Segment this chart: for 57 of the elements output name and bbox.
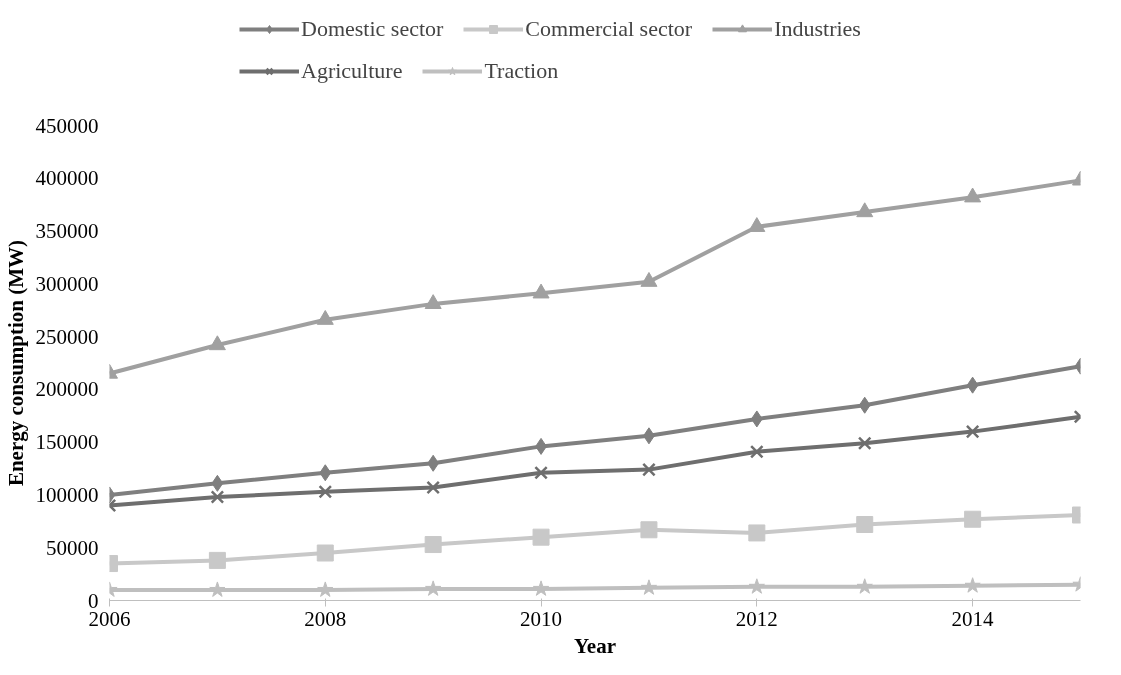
point [209,581,226,597]
point [749,444,764,459]
point [858,396,871,414]
point [964,577,981,593]
x-tick-label: 2008 [304,606,347,631]
y-tick-label: 0 [88,588,99,613]
point [208,551,226,569]
point [424,536,442,554]
point [640,521,658,539]
point [856,202,874,218]
y-tick-label: 400000 [35,166,99,191]
y-tick-label: 300000 [35,271,99,296]
y-axis-title: Energy consumption (MW) [3,239,28,487]
point [534,465,548,480]
y-tick-label: 350000 [35,219,99,244]
y-tick-label: 100000 [35,482,99,507]
point [964,187,982,203]
point [640,579,658,595]
point [317,581,334,597]
point [425,580,442,596]
x-tick-label: 2012 [735,606,778,631]
y-tick-label: 450000 [35,113,99,138]
x-tick-label: 2010 [520,606,563,631]
point [532,528,550,546]
point [748,217,766,232]
point [640,271,658,287]
y-tick-label: 50000 [46,535,99,560]
point [748,578,765,594]
y-tick-label: 250000 [35,324,99,349]
point [316,544,334,562]
y-tick-label: 150000 [35,430,99,455]
point [211,474,224,492]
point [208,335,226,351]
point [316,309,334,325]
point [857,436,872,451]
point [856,578,873,594]
point [319,464,332,482]
point [424,294,442,310]
point [426,480,441,495]
legend-label: Commercial sector [525,16,693,42]
legend-label: Industries [774,16,861,42]
point [966,376,979,394]
legend-label: Agriculture [301,58,403,84]
point [318,484,333,499]
point [532,283,550,299]
point [532,580,550,596]
point [642,462,656,477]
y-tick-label: 200000 [35,377,99,402]
point [210,490,225,504]
point [856,516,874,533]
legend-label: Domestic sector [301,16,444,42]
point [964,510,982,528]
point [748,524,766,542]
legend-label: Traction [484,58,559,84]
x-axis-title: Year [574,633,616,658]
point [965,424,980,439]
x-tick-label: 2014 [951,606,995,631]
